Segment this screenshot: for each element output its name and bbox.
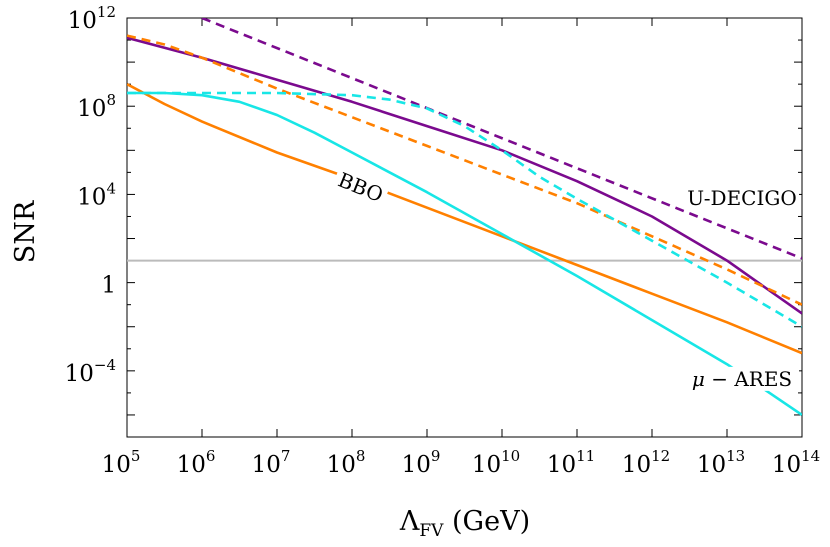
annotation-text: U-DECIGO bbox=[687, 186, 796, 210]
annotation-background bbox=[685, 186, 799, 211]
annotation-1: U-DECIGO bbox=[685, 186, 799, 211]
x-axis-label-unit: (GeV) bbox=[443, 506, 530, 537]
tick-base: 1 bbox=[101, 273, 116, 299]
annotation-background bbox=[685, 366, 799, 391]
annotation-0: BBO bbox=[331, 165, 391, 209]
tick-base: 10 bbox=[65, 361, 94, 387]
tick-base: 10 bbox=[77, 184, 106, 210]
tick-exponent: 8 bbox=[356, 447, 366, 465]
series-line-bbo-solid bbox=[127, 83, 802, 355]
x-tick-label: 1013 bbox=[697, 447, 745, 478]
x-tick-label: 1012 bbox=[622, 447, 670, 478]
annotation-2: μ − ARES bbox=[685, 366, 799, 391]
tick-exponent: 13 bbox=[726, 447, 745, 465]
tick-exponent: 4 bbox=[106, 179, 116, 197]
x-axis-label: ΛFV (GeV) bbox=[399, 506, 530, 541]
tick-base: 10 bbox=[102, 452, 131, 478]
tick-exponent: 5 bbox=[131, 447, 141, 465]
tick-exponent: −4 bbox=[94, 356, 116, 374]
tick-exponent: 11 bbox=[576, 447, 595, 465]
tick-exponent: 6 bbox=[206, 447, 216, 465]
x-tick-label: 106 bbox=[177, 447, 216, 478]
x-tick-label: 1014 bbox=[772, 447, 820, 478]
annotation-text: BBO bbox=[335, 167, 387, 207]
x-tick-label: 107 bbox=[252, 447, 291, 478]
tick-exponent: 12 bbox=[97, 3, 116, 21]
y-axis-label: SNR bbox=[10, 200, 41, 263]
x-tick-label: 1011 bbox=[547, 447, 595, 478]
tick-base: 10 bbox=[697, 452, 726, 478]
x-axis-label-sub: FV bbox=[419, 521, 444, 541]
annotation-math: μ bbox=[692, 367, 711, 391]
y-tick-label: 104 bbox=[77, 179, 116, 210]
x-tick-labels: 105 106 107 108 109 1010 1011 1012 1013 1014 bbox=[102, 447, 821, 478]
annotation-label: U-DECIGO bbox=[687, 186, 796, 210]
annotations-group: BBO U-DECIGO μ − ARES bbox=[331, 165, 799, 391]
x-tick-label: 109 bbox=[402, 447, 441, 478]
tick-base: 10 bbox=[77, 96, 106, 122]
x-tick-label: 108 bbox=[327, 447, 366, 478]
x-axis-label-main: Λ bbox=[399, 506, 420, 537]
tick-exponent: 10 bbox=[501, 447, 520, 465]
series-line-ares-solid bbox=[127, 91, 802, 416]
annotation-label: BBO bbox=[335, 167, 387, 207]
plot-frame bbox=[126, 17, 803, 438]
series-line-bbo-dashed bbox=[127, 34, 802, 306]
tick-exponent: 7 bbox=[281, 447, 291, 465]
tick-exponent: 14 bbox=[801, 447, 820, 465]
annotation-label: μ − ARES bbox=[692, 367, 792, 391]
tick-base: 10 bbox=[402, 452, 431, 478]
series-line-ares-dashed bbox=[127, 91, 802, 328]
x-tick-label: 1010 bbox=[472, 447, 520, 478]
series-line-u-decigo-solid bbox=[127, 36, 802, 315]
tick-base: 10 bbox=[547, 452, 576, 478]
series-line-u-decigo-dashed bbox=[201, 18, 802, 260]
tick-base: 10 bbox=[472, 452, 501, 478]
tick-base: 10 bbox=[68, 8, 97, 34]
y-tick-label: 108 bbox=[77, 91, 116, 122]
x-tick-label: 105 bbox=[102, 447, 141, 478]
y-tick-label: 1 bbox=[101, 273, 116, 299]
y-tick-label: 10−4 bbox=[65, 356, 116, 387]
tick-base: 10 bbox=[177, 452, 206, 478]
annotation-text: − ARES bbox=[711, 367, 792, 391]
tick-base: 10 bbox=[772, 452, 801, 478]
tick-base: 10 bbox=[327, 452, 356, 478]
annotation-background bbox=[331, 165, 391, 209]
tick-base: 10 bbox=[622, 452, 651, 478]
tick-base: 10 bbox=[252, 452, 281, 478]
tick-exponent: 8 bbox=[106, 91, 116, 109]
tick-exponent: 9 bbox=[431, 447, 441, 465]
y-tick-label: 1012 bbox=[68, 3, 116, 34]
series-group bbox=[127, 18, 802, 416]
tick-exponent: 12 bbox=[651, 447, 670, 465]
